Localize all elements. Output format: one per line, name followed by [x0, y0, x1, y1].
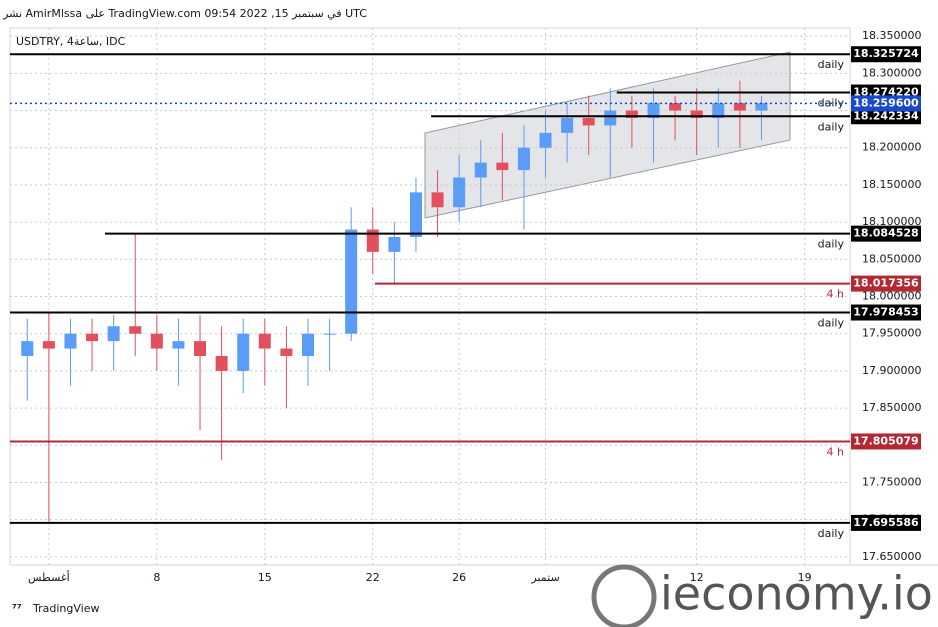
watermark: ieconomy.io [660, 567, 933, 621]
y-tick-label: 18.300000 [862, 66, 922, 79]
candle-body [215, 356, 228, 371]
candle-body [129, 326, 142, 334]
level-label: 4 h [827, 445, 844, 458]
price-box [851, 514, 921, 531]
candle-body [474, 162, 487, 178]
candle-body [366, 229, 379, 252]
candle-body [625, 110, 638, 118]
x-tick-label: أغسطس [28, 570, 70, 584]
candle-body [712, 103, 725, 118]
level-label: daily [818, 120, 845, 133]
candle-body [582, 117, 595, 126]
level-label: daily [818, 58, 845, 71]
candle-body [194, 341, 207, 357]
symbol: USDTRY, 4ساعة, IDC [16, 35, 126, 48]
price-box [851, 225, 921, 242]
candle-body [388, 236, 401, 252]
candle-body [21, 341, 34, 357]
price-box-label: 18.242334 [853, 109, 919, 122]
candle-body [323, 333, 336, 335]
x-tick-label: 19 [798, 571, 812, 584]
price-box [851, 275, 921, 292]
candle-body [647, 103, 660, 118]
price-box-label: 18.274220 [853, 86, 919, 99]
candle-body [431, 192, 444, 208]
price-box-label: 17.978453 [853, 306, 918, 319]
candle-body [301, 333, 314, 357]
candle-body [150, 333, 163, 349]
x-tick-label: ستمبر [530, 571, 559, 584]
price-box-label: 18.259600 [853, 96, 919, 109]
y-tick-label: 18.200000 [862, 141, 922, 154]
candle-body [733, 103, 746, 111]
candle-body [345, 229, 358, 334]
level-label: 4 h [827, 288, 844, 301]
candle-body [237, 333, 250, 371]
price-box [851, 95, 921, 112]
candle-body [669, 103, 682, 111]
candle-body [517, 147, 530, 171]
candle-body [107, 326, 120, 342]
price-box-label: 17.695586 [853, 516, 919, 529]
y-tick-label: 18.000000 [862, 290, 922, 303]
candle-body [86, 333, 99, 342]
price-box [851, 304, 921, 321]
x-tick-label: 8 [153, 571, 160, 584]
candle-body [258, 333, 271, 349]
candle-body [409, 192, 422, 237]
candle-body [64, 333, 77, 349]
candle-body [496, 162, 509, 171]
candle-body [561, 117, 574, 133]
candle-body [453, 177, 466, 208]
logo [591, 564, 657, 627]
y-tick-label: 17.900000 [862, 364, 922, 377]
candle-body [280, 348, 293, 357]
y-tick-label: 17.850000 [862, 401, 922, 414]
footer-logo: ⁷⁷ [12, 602, 22, 615]
footer-brand: TradingView [32, 602, 99, 615]
candle-body [42, 341, 55, 349]
y-tick-label: 18.150000 [862, 178, 922, 191]
x-tick-label: 22 [366, 571, 380, 584]
price-box-label: 18.017356 [853, 277, 919, 290]
x-tick-label: 26 [452, 571, 466, 584]
level-label: daily [818, 527, 845, 540]
y-tick-label: 18.100000 [862, 215, 922, 228]
price-box [851, 108, 921, 125]
candle-body [604, 110, 617, 126]
candle-body [172, 341, 185, 349]
price-box-label: 18.325724 [853, 47, 919, 60]
candle-body [755, 103, 768, 111]
y-tick-label: 17.950000 [862, 327, 922, 340]
price-box [851, 433, 921, 450]
price-box-label: 18.084528 [853, 227, 918, 240]
price-box-label: 17.805079 [853, 434, 918, 447]
level-label: daily [818, 238, 845, 251]
y-tick-label: 17.750000 [862, 475, 922, 488]
price-box [851, 46, 921, 63]
y-tick-label: 17.650000 [862, 550, 922, 563]
x-tick-label: 12 [690, 571, 704, 584]
level-label: daily [818, 317, 845, 330]
y-tick-label: 18.350000 [862, 29, 922, 42]
x-tick-label: 15 [258, 571, 272, 584]
header: نشر AmirMlssa على TradingView.com 09:54 … [2, 7, 367, 20]
candle-body [539, 132, 552, 148]
candle-body [690, 110, 703, 118]
y-tick-label: 18.050000 [862, 252, 922, 265]
